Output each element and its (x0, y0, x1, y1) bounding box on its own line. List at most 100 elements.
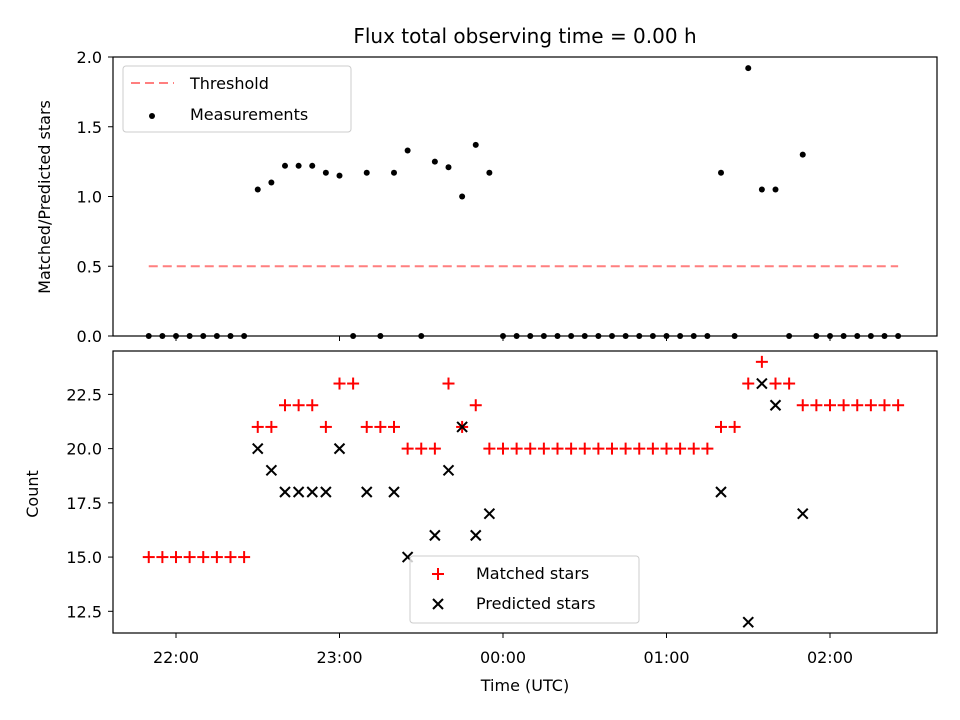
matched-star-point (701, 442, 714, 455)
matched-star-point (306, 399, 319, 412)
measurements-legend-label: Measurements (190, 105, 308, 124)
matched-star-point (524, 442, 537, 455)
matched-star-point (742, 377, 755, 390)
predicted-star-point (361, 486, 373, 498)
measurement-point (431, 158, 438, 165)
bottom-ytick-label: 17.5 (66, 494, 102, 513)
predicted-star-point (333, 442, 346, 455)
predicted-stars-points (252, 377, 809, 628)
matched-star-point (319, 420, 332, 433)
matched-star-point (210, 551, 223, 564)
matched-legend-label: Matched stars (476, 564, 589, 583)
matched-star-point (633, 442, 646, 455)
bottom-ytick-label: 22.5 (66, 385, 102, 404)
matched-star-point (796, 399, 809, 412)
top-ytick-label: 0.5 (77, 257, 102, 276)
matched-star-point (510, 442, 523, 455)
matched-star-point (824, 399, 836, 412)
predicted-star-point (715, 486, 727, 498)
predicted-star-point (442, 464, 455, 477)
predicted-star-point (797, 507, 809, 520)
bottom-xtick-label: 00:00 (480, 648, 526, 667)
predicted-star-point (483, 507, 496, 520)
matched-star-point (238, 551, 251, 564)
predicted-star-point (429, 529, 441, 542)
bottom-ytick-label: 12.5 (66, 602, 102, 621)
matched-star-point (687, 442, 700, 455)
predicted-legend-label: Predicted stars (476, 594, 596, 613)
bottom-xtick-label: 23:00 (316, 648, 362, 667)
matched-star-point (183, 551, 196, 564)
matched-star-point (170, 551, 182, 564)
matched-star-point (469, 399, 482, 412)
predicted-star-point (306, 486, 318, 498)
measurement-point (745, 65, 752, 72)
measurement-point (772, 186, 779, 193)
top-plot-frame (112, 56, 938, 337)
matched-star-point (578, 442, 591, 455)
matched-star-point (837, 399, 850, 412)
matched-star-point (769, 377, 782, 390)
measurement-point (799, 151, 806, 158)
matched-star-point (374, 420, 387, 433)
matched-star-point (265, 420, 278, 433)
bottom-x-axis: 22:00 23:00 00:00 01:00 02:00 (153, 633, 853, 667)
predicted-star-point (320, 486, 332, 498)
matched-star-point (892, 399, 905, 412)
matched-star-point (347, 377, 360, 390)
measurement-point (391, 169, 397, 176)
matched-star-point (401, 442, 414, 455)
top-ylabel: Matched/Predicted stars (35, 100, 54, 294)
predicted-star-point (265, 464, 278, 477)
matched-star-point (388, 420, 400, 433)
top-ytick-label: 0.0 (77, 327, 102, 346)
matched-star-point (428, 442, 441, 455)
bottom-xlabel: Time (UTC) (480, 676, 569, 695)
top-legend-box (122, 65, 352, 133)
matched-stars-points (142, 355, 905, 564)
matched-star-point (851, 399, 864, 412)
predicted-star-point (470, 529, 482, 542)
matched-star-point (537, 442, 550, 455)
top-y-axis: 0.0 0.5 1.0 1.5 2.0 (77, 48, 113, 346)
matched-star-point (755, 355, 768, 368)
top-ytick-label: 1.0 (77, 188, 102, 207)
matched-star-point (715, 420, 727, 433)
matched-star-point (810, 399, 823, 412)
predicted-star-point (756, 377, 768, 390)
predicted-star-point (292, 486, 305, 498)
matched-star-point (660, 442, 673, 455)
chart-title: Flux total observing time = 0.00 h (353, 24, 696, 48)
predicted-star-point (742, 616, 754, 628)
measurement-point (404, 147, 411, 154)
matched-star-point (279, 399, 291, 412)
matched-star-point (360, 420, 373, 433)
matched-star-point (251, 420, 264, 433)
measurement-point (282, 162, 288, 169)
top-ytick-label: 2.0 (77, 48, 102, 67)
measurement-point (322, 169, 329, 176)
matched-star-point (674, 442, 687, 455)
bottom-legend-box (409, 555, 640, 624)
bottom-ytick-label: 20.0 (66, 440, 102, 459)
matched-star-point (497, 442, 509, 455)
predicted-star-point (388, 486, 400, 498)
measurement-point (268, 179, 275, 186)
bottom-xtick-label: 01:00 (643, 648, 689, 667)
matched-star-point (224, 551, 237, 564)
measurement-point (445, 164, 452, 171)
predicted-legend-swatch (432, 598, 444, 610)
predicted-star-point (252, 442, 264, 455)
bottom-plot-frame (112, 350, 938, 634)
matched-star-point (606, 442, 618, 455)
matched-star-point (864, 399, 877, 412)
matched-star-point (142, 551, 155, 564)
measurement-point (309, 162, 316, 169)
measurement-point (459, 193, 466, 200)
predicted-star-point (279, 486, 291, 498)
matched-star-point (728, 420, 741, 433)
matched-star-point (442, 377, 455, 390)
measurement-point (486, 169, 493, 176)
predicted-star-point (456, 421, 468, 433)
